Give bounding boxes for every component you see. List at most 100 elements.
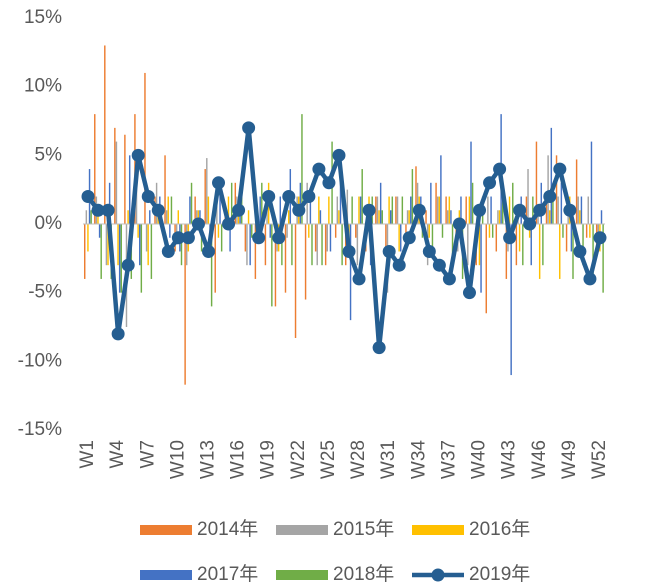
marker <box>242 121 256 135</box>
bar <box>229 224 231 252</box>
x-tick-label: W1 <box>77 440 98 469</box>
bar <box>271 224 273 307</box>
bar <box>478 224 481 266</box>
marker <box>483 176 497 190</box>
marker <box>342 244 356 258</box>
bar <box>329 224 332 252</box>
bar <box>120 224 122 293</box>
bar <box>184 224 186 385</box>
bar <box>217 224 220 238</box>
bar <box>415 166 417 224</box>
bar <box>600 210 603 224</box>
bar <box>410 196 412 224</box>
marker <box>91 203 105 217</box>
legend-swatch <box>276 570 328 580</box>
marker <box>543 190 557 204</box>
marker <box>181 231 195 245</box>
bar <box>189 196 191 224</box>
bar <box>286 224 288 238</box>
bar <box>150 224 153 279</box>
marker <box>523 217 537 231</box>
marker <box>332 148 346 162</box>
x-tick-label: W22 <box>288 440 309 479</box>
bar <box>468 196 471 224</box>
x-tick-label: W31 <box>378 440 399 479</box>
bar <box>527 169 529 224</box>
bar <box>540 182 542 224</box>
bar <box>234 182 237 224</box>
bar <box>155 182 158 224</box>
marker <box>573 244 587 258</box>
marker <box>412 203 426 217</box>
legend-label: 2018年 <box>333 563 394 585</box>
x-tick-label: W10 <box>167 440 188 479</box>
y-tick-label: 0% <box>35 213 63 234</box>
x-tick-label: W34 <box>408 440 429 480</box>
bar <box>264 224 267 266</box>
bar <box>537 210 539 224</box>
bar <box>378 210 380 224</box>
bar <box>284 224 287 293</box>
bar <box>535 141 538 224</box>
marker <box>352 272 366 286</box>
bar <box>580 196 583 224</box>
bar <box>227 196 230 224</box>
bar <box>177 210 180 224</box>
x-tick-label: W52 <box>589 440 610 479</box>
bar <box>547 155 549 224</box>
bar <box>498 210 501 224</box>
bar <box>562 224 564 238</box>
marker <box>111 327 125 341</box>
marker <box>141 190 155 204</box>
bar <box>400 224 402 252</box>
bar <box>206 158 208 224</box>
marker <box>171 231 185 245</box>
bar <box>145 224 148 252</box>
bar <box>560 182 563 224</box>
bar <box>261 182 263 224</box>
bar <box>230 182 233 224</box>
marker <box>131 148 145 162</box>
marker <box>292 203 306 217</box>
bar <box>97 210 99 224</box>
legend-label: 2016年 <box>469 518 530 540</box>
bar <box>336 196 339 224</box>
marker <box>493 162 507 176</box>
bar <box>281 224 283 266</box>
bar <box>465 196 467 224</box>
bar <box>550 127 553 224</box>
bar <box>525 196 528 224</box>
bar <box>395 196 397 224</box>
marker <box>473 203 487 217</box>
bar <box>460 196 462 224</box>
bar <box>314 224 317 252</box>
bar <box>408 210 410 224</box>
bar <box>487 196 489 224</box>
bar <box>254 224 257 279</box>
bar <box>140 224 143 293</box>
bar <box>567 210 569 224</box>
bar <box>107 224 109 266</box>
bar <box>204 169 206 224</box>
bar <box>435 182 437 224</box>
bar <box>194 196 196 224</box>
bar <box>269 224 271 238</box>
bar <box>249 224 251 266</box>
marker <box>432 258 446 272</box>
marker <box>422 244 436 258</box>
bar <box>207 196 210 224</box>
marker <box>252 231 266 245</box>
bar <box>197 210 200 224</box>
bar <box>502 196 504 224</box>
bar <box>485 224 487 314</box>
bar <box>552 196 554 224</box>
y-tick-label: 5% <box>35 144 63 165</box>
bar <box>445 196 447 224</box>
bar <box>246 224 248 266</box>
y-tick-label: -10% <box>18 350 62 371</box>
bar <box>164 155 166 224</box>
bar <box>570 224 573 252</box>
bar <box>458 210 461 224</box>
y-tick-label: 15% <box>24 7 62 28</box>
